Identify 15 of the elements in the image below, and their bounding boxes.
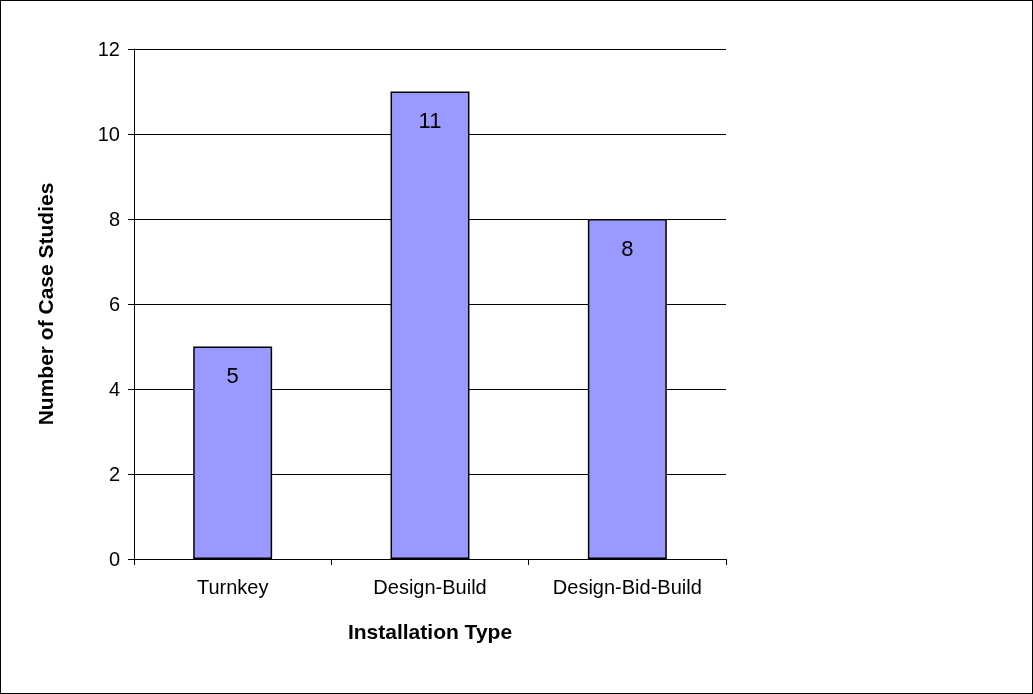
y-tick-label: 12	[97, 38, 120, 60]
y-tick-label: 4	[108, 378, 120, 400]
x-tick-label: Design-Bid-Build	[552, 576, 702, 598]
data-label: 11	[418, 108, 442, 133]
y-tick-label: 10	[97, 123, 120, 145]
x-axis-title: Installation Type	[347, 620, 513, 643]
y-tick-label: 2	[108, 463, 120, 485]
x-tick-label: Design-Build	[373, 576, 487, 598]
y-tick-label: 0	[108, 548, 120, 570]
y-tick-label: 8	[108, 208, 120, 230]
x-tick-label: Turnkey	[196, 576, 269, 598]
y-tick-label: 6	[108, 293, 120, 315]
y-axis-title: Number of Case Studies	[34, 182, 57, 426]
data-label: 8	[621, 235, 634, 261]
data-label: 5	[226, 363, 239, 388]
